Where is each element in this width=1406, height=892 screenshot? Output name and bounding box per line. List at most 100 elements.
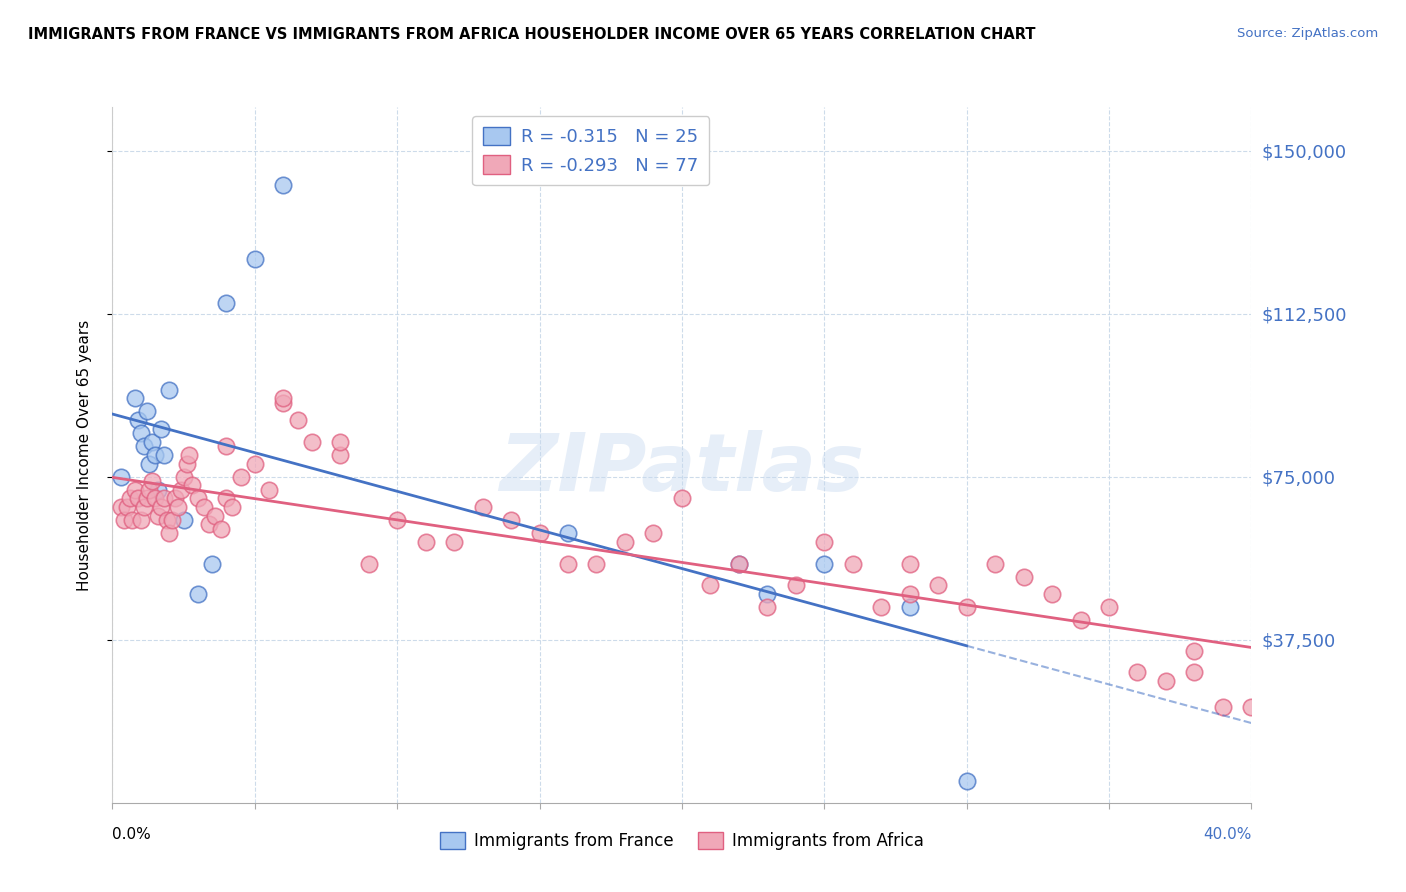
- Point: [165, 491, 187, 506]
- Point: [287, 413, 309, 427]
- Point: [149, 500, 172, 514]
- Point: [271, 392, 295, 406]
- Point: [785, 578, 807, 592]
- Point: [1069, 613, 1091, 627]
- Text: 0.0%: 0.0%: [112, 827, 152, 842]
- Point: [143, 491, 166, 506]
- Point: [135, 491, 157, 506]
- Point: [215, 295, 238, 310]
- Point: [198, 517, 221, 532]
- Point: [215, 491, 238, 506]
- Point: [529, 526, 551, 541]
- Point: [221, 500, 243, 514]
- Point: [152, 448, 174, 462]
- Point: [870, 600, 893, 615]
- Point: [329, 448, 352, 462]
- Point: [984, 557, 1007, 571]
- Point: [176, 457, 198, 471]
- Point: [756, 587, 779, 601]
- Point: [557, 557, 579, 571]
- Point: [124, 483, 146, 497]
- Point: [209, 522, 232, 536]
- Point: [501, 513, 523, 527]
- Point: [1184, 665, 1206, 680]
- Point: [898, 557, 921, 571]
- Point: [243, 457, 266, 471]
- Point: [257, 483, 280, 497]
- Point: [728, 557, 751, 571]
- Point: [898, 600, 921, 615]
- Point: [138, 483, 160, 497]
- Point: [204, 508, 226, 523]
- Point: [141, 474, 163, 488]
- Point: [129, 426, 152, 441]
- Point: [152, 491, 174, 506]
- Point: [146, 508, 169, 523]
- Point: [243, 252, 266, 267]
- Point: [613, 534, 636, 549]
- Point: [471, 500, 494, 514]
- Point: [162, 513, 184, 527]
- Point: [127, 491, 149, 506]
- Point: [271, 395, 295, 409]
- Text: ZIPatlas: ZIPatlas: [499, 430, 865, 508]
- Point: [841, 557, 863, 571]
- Point: [179, 448, 201, 462]
- Point: [585, 557, 607, 571]
- Point: [181, 478, 204, 492]
- Point: [271, 178, 295, 193]
- Point: [124, 392, 146, 406]
- Point: [1154, 674, 1177, 689]
- Text: Source: ZipAtlas.com: Source: ZipAtlas.com: [1237, 27, 1378, 40]
- Point: [1098, 600, 1121, 615]
- Point: [756, 600, 779, 615]
- Point: [170, 483, 193, 497]
- Point: [143, 448, 166, 462]
- Point: [135, 404, 157, 418]
- Point: [201, 557, 224, 571]
- Point: [385, 513, 409, 527]
- Point: [813, 534, 835, 549]
- Point: [127, 413, 149, 427]
- Point: [443, 534, 465, 549]
- Point: [132, 439, 155, 453]
- Point: [1126, 665, 1149, 680]
- Point: [1040, 587, 1063, 601]
- Point: [671, 491, 693, 506]
- Point: [956, 600, 979, 615]
- Point: [141, 434, 163, 449]
- Point: [229, 469, 252, 483]
- Point: [193, 500, 215, 514]
- Point: [146, 483, 169, 497]
- Point: [187, 587, 209, 601]
- Point: [110, 500, 132, 514]
- Point: [1184, 643, 1206, 657]
- Point: [301, 434, 323, 449]
- Point: [112, 513, 135, 527]
- Point: [149, 422, 172, 436]
- Point: [898, 587, 921, 601]
- Point: [1240, 700, 1263, 714]
- Point: [110, 469, 132, 483]
- Point: [138, 457, 160, 471]
- Legend: Immigrants from France, Immigrants from Africa: Immigrants from France, Immigrants from …: [433, 826, 931, 857]
- Point: [159, 526, 180, 541]
- Text: IMMIGRANTS FROM FRANCE VS IMMIGRANTS FROM AFRICA HOUSEHOLDER INCOME OVER 65 YEAR: IMMIGRANTS FROM FRANCE VS IMMIGRANTS FRO…: [28, 27, 1036, 42]
- Point: [813, 557, 835, 571]
- Point: [956, 774, 979, 789]
- Point: [159, 383, 180, 397]
- Point: [927, 578, 949, 592]
- Point: [699, 578, 721, 592]
- Point: [557, 526, 579, 541]
- Text: 40.0%: 40.0%: [1204, 827, 1251, 842]
- Point: [643, 526, 665, 541]
- Point: [187, 491, 209, 506]
- Point: [121, 513, 143, 527]
- Point: [728, 557, 751, 571]
- Point: [118, 491, 141, 506]
- Point: [173, 469, 195, 483]
- Point: [115, 500, 138, 514]
- Point: [415, 534, 437, 549]
- Point: [173, 513, 195, 527]
- Point: [329, 434, 352, 449]
